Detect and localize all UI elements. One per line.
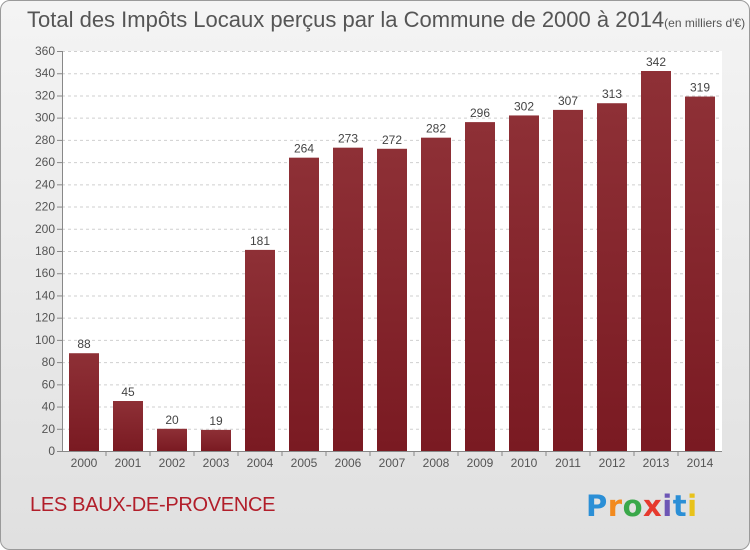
- bars: [69, 71, 715, 452]
- y-tick-label: 120: [35, 311, 55, 325]
- y-tick-label: 360: [35, 44, 55, 58]
- y-tick-label: 340: [35, 66, 55, 80]
- logo-letter: r: [607, 489, 623, 523]
- y-tick-label: 260: [35, 155, 55, 169]
- x-tick-label: 2012: [599, 456, 626, 470]
- bar-value-label: 296: [470, 106, 490, 120]
- bar-value-label: 45: [121, 385, 135, 399]
- bar-value-label: 272: [382, 133, 402, 147]
- x-tick-label: 2006: [335, 456, 362, 470]
- x-tick-label: 2001: [115, 456, 142, 470]
- bar-value-label: 264: [294, 142, 314, 156]
- y-tick-label: 300: [35, 111, 55, 125]
- logo-letter: x: [643, 489, 663, 523]
- bar-2011: [553, 109, 583, 451]
- axes: 0204060801001201401601802002202402602803…: [35, 44, 722, 470]
- bar-2001: [113, 401, 143, 451]
- bar-2007: [377, 148, 407, 451]
- bar-value-label: 19: [209, 414, 223, 428]
- bar-2013: [641, 71, 671, 451]
- x-tick-label: 2008: [423, 456, 450, 470]
- y-tick-label: 320: [35, 88, 55, 102]
- y-tick-label: 240: [35, 177, 55, 191]
- logo-letter: i: [687, 489, 698, 523]
- bar-2012: [597, 103, 627, 451]
- y-tick-label: 60: [42, 377, 56, 391]
- bar-2008: [421, 137, 451, 451]
- logo-letter: t: [672, 489, 688, 523]
- chart-title: Total des Impôts Locaux perçus par la Co…: [27, 7, 746, 32]
- bar-value-label: 273: [338, 132, 358, 146]
- y-tick-label: 220: [35, 200, 55, 214]
- x-tick-label: 2011: [555, 456, 581, 470]
- bar-value-label: 319: [690, 81, 710, 95]
- y-tick-label: 80: [42, 355, 56, 369]
- x-tick-label: 2004: [247, 456, 274, 470]
- x-tick-label: 2000: [71, 456, 98, 470]
- bar-2002: [157, 428, 187, 451]
- y-tick-label: 100: [35, 333, 55, 347]
- y-tick-label: 200: [35, 222, 55, 236]
- x-tick-label: 2009: [467, 456, 494, 470]
- logo-letter: i: [662, 489, 673, 523]
- bar-2006: [333, 147, 363, 451]
- bar-2000: [69, 353, 99, 451]
- y-tick-label: 280: [35, 133, 55, 147]
- y-tick-label: 140: [35, 288, 55, 302]
- bar-2003: [201, 429, 231, 451]
- logo-letter: o: [622, 489, 644, 523]
- y-tick-label: 40: [42, 400, 56, 414]
- chart-title-unit: (en milliers d'€): [664, 16, 746, 30]
- x-tick-label: 2005: [291, 456, 318, 470]
- data-labels: 88 45 20 19 181 264 273 272 282 296 302 307 313 342 31…: [77, 55, 710, 428]
- logo-letter: P: [586, 489, 608, 523]
- bar-2014: [685, 96, 715, 452]
- bar-value-label: 181: [250, 234, 270, 248]
- x-tick-label: 2002: [159, 456, 186, 470]
- x-tick-label: 2007: [379, 456, 406, 470]
- x-tick-label: 2010: [511, 456, 538, 470]
- bar-value-label: 307: [558, 94, 578, 108]
- bar-value-label: 88: [77, 337, 91, 351]
- bar-value-label: 342: [646, 55, 666, 69]
- y-tick-label: 20: [42, 422, 56, 436]
- y-tick-label: 160: [35, 266, 55, 280]
- commune-name: LES BAUX-DE-PROVENCE: [30, 494, 276, 516]
- x-tick-label: 2013: [643, 456, 670, 470]
- x-tick-label: 2003: [203, 456, 230, 470]
- bar-2004: [245, 249, 275, 451]
- bar-value-label: 20: [165, 413, 179, 427]
- bar-value-label: 313: [602, 87, 622, 101]
- bar-2005: [289, 157, 319, 451]
- bar-value-label: 302: [514, 99, 534, 113]
- proxiti-logo: Proxiti: [586, 489, 698, 523]
- y-tick-label: 0: [48, 444, 55, 458]
- bar-2009: [465, 122, 495, 451]
- y-tick-label: 180: [35, 244, 55, 258]
- x-tick-label: 2014: [687, 456, 714, 470]
- bar-value-label: 282: [426, 122, 446, 136]
- bar-2010: [509, 115, 539, 451]
